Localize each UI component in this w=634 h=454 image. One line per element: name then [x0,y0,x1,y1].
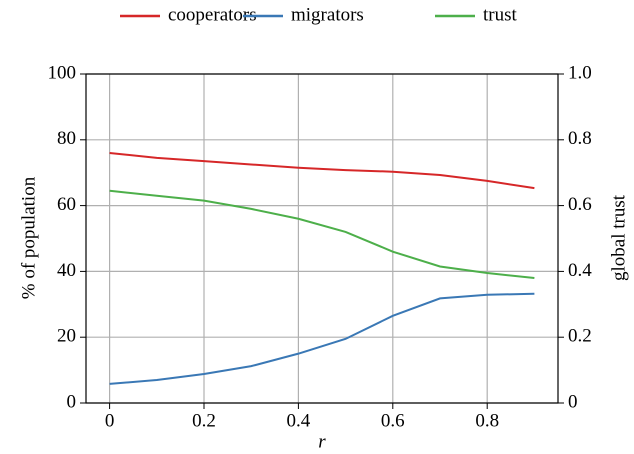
y-tick-label: 100 [48,62,77,83]
y2-tick-label: 0.8 [568,128,592,149]
y2-tick-label: 0.4 [568,260,592,281]
y2-tick-label: 0.2 [568,326,592,347]
x-tick-label: 0.8 [475,410,499,431]
y-tick-label: 60 [57,194,76,215]
series-line [109,292,535,385]
x-axis-label: r [318,431,326,452]
y-tick-label: 80 [57,128,76,149]
y-axis-label: % of population [18,176,39,299]
series-line [109,151,535,190]
series-line [109,189,535,279]
y2-axis-label: global trust [608,194,629,281]
x-tick-label: 0.4 [287,410,311,431]
y-tick-label: 40 [57,260,76,281]
y-tick-label: 0 [67,391,77,412]
legend-label: cooperators [168,4,257,25]
legend-label: migrators [291,4,364,25]
y2-tick-label: 0.6 [568,194,592,215]
y2-tick-label: 0 [568,391,578,412]
x-tick-label: 0.2 [192,410,216,431]
x-tick-label: 0 [105,410,115,431]
x-tick-label: 0.6 [381,410,405,431]
plot-frame [85,73,559,404]
y2-tick-label: 1.0 [568,62,592,83]
y-tick-label: 20 [57,326,76,347]
legend-label: trust [483,4,518,25]
